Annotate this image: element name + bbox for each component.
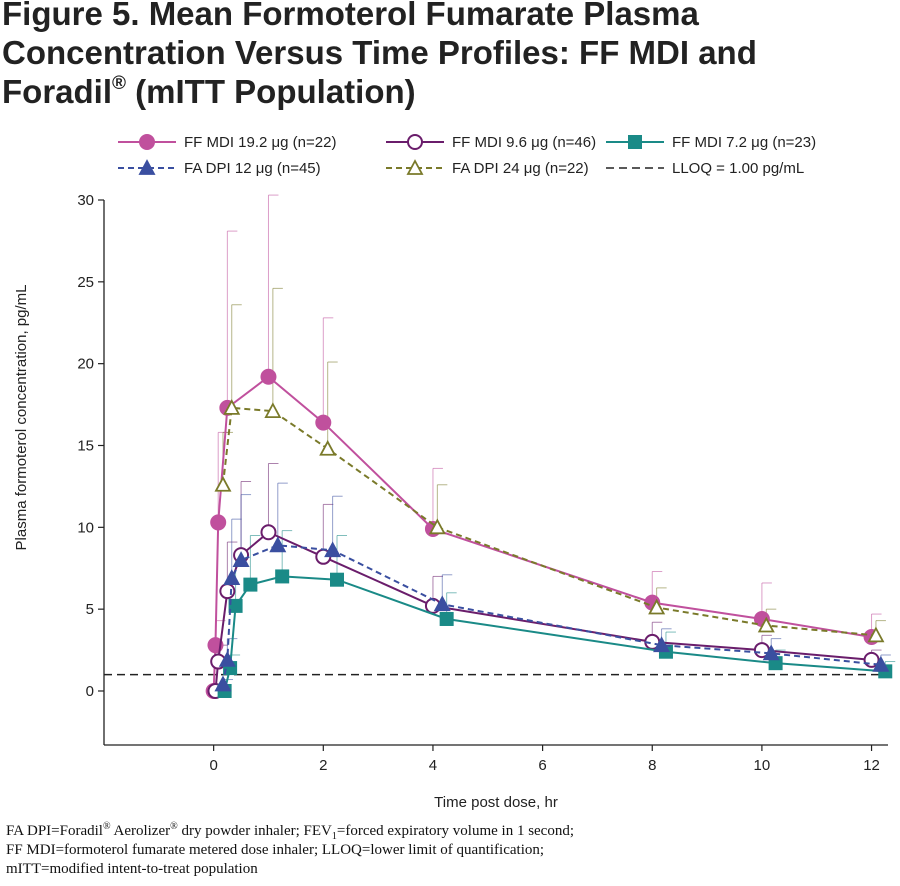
y-tick-label: 10 — [77, 519, 94, 536]
data-point-series-4 — [762, 644, 780, 661]
footnote-line-1: FA DPI=Foradil® Aerolizer® dry powder in… — [6, 821, 896, 842]
legend-label: FA DPI 24 μg (n=22) — [452, 160, 589, 177]
data-point-series-4 — [223, 569, 241, 585]
legend-marker — [628, 135, 642, 149]
series-line-2 — [214, 531, 872, 692]
footnote-line-2: FF MDI=formoterol fumarate metered dose … — [6, 842, 545, 858]
y-tick-label: 30 — [77, 192, 94, 209]
y-tick-label: 20 — [77, 356, 94, 373]
data-point-series-5 — [214, 475, 232, 492]
data-point-series-4 — [214, 675, 232, 692]
data-point-series-5 — [648, 598, 666, 615]
data-point-series-5 — [264, 402, 282, 419]
legend-label: FF MDI 7.2 μg (n=23) — [672, 134, 816, 151]
legend-marker — [138, 159, 156, 175]
data-point-series-3 — [228, 598, 243, 613]
data-point-series-5 — [428, 518, 446, 535]
data-point-series-5 — [223, 398, 241, 415]
footnote: FA DPI=Foradil® Aerolizer® dry powder in… — [6, 822, 896, 879]
footnote-1b: ® — [102, 821, 111, 832]
footnote-1a: FA DPI=Foradil — [6, 823, 103, 839]
data-point-series-4 — [653, 636, 671, 653]
title-registered-mark: ® — [112, 73, 127, 94]
data-point-series-5 — [757, 616, 775, 633]
data-point-series-5 — [319, 439, 337, 456]
legend-marker — [139, 134, 155, 150]
data-point-series-2 — [219, 583, 236, 600]
data-point-series-1 — [315, 414, 332, 431]
data-point-series-3 — [275, 569, 290, 584]
footnote-1f: 1 — [331, 831, 337, 842]
footnote-1g: =forced expiratory volume in 1 second; — [336, 823, 575, 839]
figure-title: Figure 5. Mean Formoterol Fumarate Plasm… — [2, 0, 892, 111]
title-line-1: Figure 5. Mean Formoterol Fumarate Plasm… — [2, 0, 699, 32]
title-line-2: Concentration Versus Time Profiles: FF M… — [2, 34, 757, 71]
title-line-3: Foradil® (mITT Population) — [2, 72, 892, 111]
legend-label: FA DPI 12 μg (n=45) — [184, 160, 321, 177]
title-line-3-pre: Foradil — [2, 73, 113, 110]
footnote-1e: dry powder inhaler; FEV — [177, 823, 332, 839]
y-tick-label: 25 — [77, 274, 94, 291]
data-point-series-4 — [872, 655, 890, 672]
footnote-line-3: mITT=modified intent-to-treat population — [6, 861, 258, 877]
pk-line-chart: 0 5 10 15 20 25 30 0 2 4 6 8 10 12 Time post dose, hr P… — [13, 134, 896, 810]
x-axis-label: Time post dose, hr — [434, 794, 558, 810]
legend-marker — [406, 159, 424, 175]
legend-marker — [407, 134, 423, 150]
data-point-series-4 — [218, 650, 236, 667]
data-point-series-4 — [232, 551, 250, 567]
series-line-4 — [221, 544, 881, 685]
x-tick-label: 6 — [538, 757, 546, 774]
data-point-series-2 — [260, 524, 277, 541]
footnote-1c: Aerolizer — [110, 823, 171, 839]
data-point-series-3 — [330, 572, 345, 587]
data-point-series-4 — [269, 536, 287, 553]
series-line-1 — [212, 375, 872, 692]
title-line-3-post: (mITT Population) — [126, 73, 416, 110]
x-tick-label: 4 — [429, 757, 437, 774]
y-tick-label: 0 — [86, 683, 94, 700]
data-point-series-1 — [260, 368, 277, 385]
series-line-5 — [221, 406, 877, 637]
y-tick-label: 5 — [86, 601, 94, 618]
x-tick-label: 10 — [754, 757, 771, 774]
data-point-series-3 — [439, 611, 454, 626]
data-point-series-5 — [867, 626, 885, 643]
x-tick-label: 2 — [319, 757, 327, 774]
footnote-1d: ® — [170, 821, 178, 832]
y-axis-label: Plasma formoterol concentration, pg/mL — [13, 285, 30, 551]
data-point-series-4 — [324, 541, 342, 558]
y-tick-label: 15 — [77, 437, 94, 454]
data-point-series-3 — [243, 577, 258, 592]
data-point-series-1 — [210, 514, 227, 531]
series-line-3 — [223, 575, 886, 692]
legend-label: LLOQ = 1.00 pg/mL — [672, 160, 804, 177]
data-point-series-4 — [433, 595, 451, 612]
legend-label: FF MDI 9.6 μg (n=46) — [452, 134, 596, 151]
x-tick-label: 12 — [863, 757, 880, 774]
x-tick-label: 0 — [209, 757, 217, 774]
x-tick-label: 8 — [648, 757, 656, 774]
legend-label: FF MDI 19.2 μg (n=22) — [184, 134, 336, 151]
